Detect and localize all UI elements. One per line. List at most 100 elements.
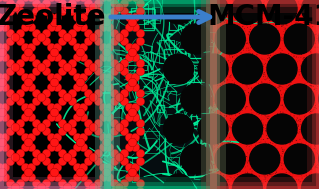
Point <box>314 37 319 40</box>
Point <box>266 52 271 55</box>
Point <box>260 181 265 184</box>
Point <box>297 113 302 116</box>
Point <box>292 133 297 136</box>
Point <box>244 84 249 87</box>
Point <box>270 37 275 40</box>
Point <box>241 41 246 44</box>
Point <box>244 24 249 27</box>
Point <box>242 127 248 130</box>
Point <box>237 25 242 28</box>
Point <box>295 48 300 51</box>
Point <box>271 30 276 33</box>
Point <box>260 132 265 135</box>
Point <box>249 87 254 90</box>
Point <box>211 56 216 59</box>
Point <box>212 3 217 6</box>
Point <box>298 12 303 15</box>
Point <box>222 89 227 92</box>
Point <box>267 173 272 176</box>
Point <box>289 87 294 90</box>
Point <box>100 55 105 58</box>
Point <box>310 13 315 16</box>
Point <box>34 1 39 4</box>
Point <box>313 138 318 141</box>
Point <box>121 31 126 34</box>
Point <box>304 155 309 158</box>
Point <box>291 93 296 96</box>
Point <box>249 82 254 85</box>
Point <box>260 146 265 149</box>
Point <box>241 49 246 52</box>
Point <box>292 134 297 137</box>
Point <box>74 25 79 28</box>
Point <box>276 135 281 138</box>
Point <box>297 118 302 121</box>
Point <box>296 124 301 127</box>
Point <box>233 137 238 140</box>
Point <box>311 134 316 137</box>
Point <box>244 114 249 117</box>
Point <box>273 65 278 68</box>
Point <box>293 153 299 156</box>
Point <box>211 125 216 129</box>
Point <box>286 62 291 65</box>
Point <box>263 79 268 82</box>
Point <box>237 169 242 172</box>
Bar <box>191 116 197 128</box>
Point <box>288 28 293 31</box>
Point <box>238 103 243 106</box>
Point <box>212 102 218 105</box>
Point <box>283 29 288 32</box>
Point <box>298 70 303 73</box>
Point <box>250 75 256 78</box>
Point <box>254 141 259 144</box>
Point <box>314 120 319 123</box>
Point <box>267 160 272 163</box>
Point <box>254 76 259 79</box>
Bar <box>168 60 182 84</box>
Point <box>246 70 251 73</box>
Point <box>219 141 224 144</box>
Point <box>261 5 266 9</box>
Point <box>116 5 122 9</box>
Point <box>316 9 319 12</box>
Point <box>231 117 236 120</box>
Point <box>219 127 224 130</box>
Circle shape <box>267 54 297 84</box>
Point <box>266 53 271 56</box>
Point <box>252 26 257 29</box>
Point <box>222 15 227 18</box>
Point <box>262 21 267 24</box>
Point <box>272 175 277 178</box>
Point <box>290 19 295 22</box>
Point <box>222 8 227 11</box>
Point <box>245 171 250 174</box>
Point <box>215 135 220 138</box>
Point <box>305 145 310 148</box>
Point <box>112 61 117 64</box>
Point <box>231 1 236 4</box>
Point <box>239 125 244 128</box>
Point <box>296 70 301 73</box>
Point <box>244 49 249 52</box>
Point <box>283 112 288 115</box>
Point <box>266 115 271 118</box>
Point <box>224 23 229 26</box>
Point <box>262 39 267 42</box>
Point <box>263 22 268 25</box>
Point <box>273 96 278 99</box>
Point <box>91 36 96 39</box>
Point <box>254 107 259 110</box>
Point <box>60 91 65 94</box>
Point <box>230 41 235 44</box>
Point <box>290 172 295 175</box>
Point <box>254 34 259 37</box>
Point <box>12 36 18 39</box>
Point <box>233 186 238 189</box>
Point <box>48 136 53 139</box>
Point <box>277 84 282 87</box>
Point <box>277 135 282 138</box>
Point <box>225 89 230 92</box>
Point <box>288 51 293 54</box>
Bar <box>168 157 179 165</box>
